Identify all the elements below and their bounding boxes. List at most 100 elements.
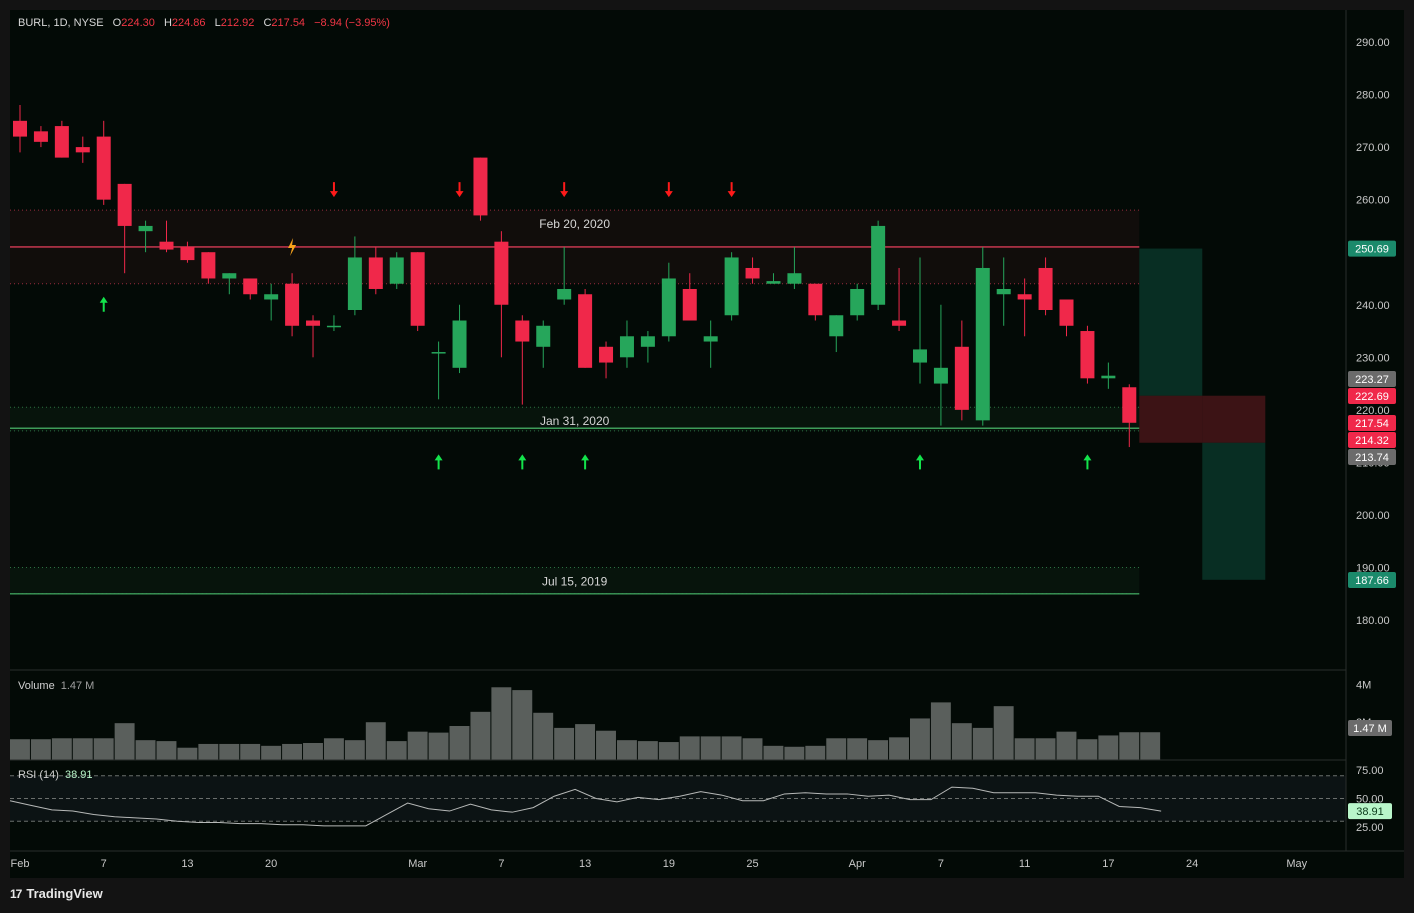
candle <box>850 283 865 321</box>
sell-arrow-icon <box>329 182 338 198</box>
buy-arrow-icon <box>581 454 590 470</box>
candle <box>829 315 844 353</box>
candle-body <box>264 294 279 300</box>
candle-body <box>347 257 362 311</box>
candle-body <box>1038 267 1053 311</box>
candle-body <box>912 349 927 363</box>
time-tick-label: 19 <box>663 858 675 870</box>
price-tick-label: 190.00 <box>1356 563 1390 575</box>
time-tick-label: Feb <box>11 858 30 870</box>
candle <box>766 273 781 284</box>
volume-bar <box>240 743 261 760</box>
candle-body <box>159 241 174 250</box>
volume-bar <box>575 724 596 760</box>
time-tick-label: 13 <box>579 858 591 870</box>
volume-bar <box>742 738 763 760</box>
volume-value: 1.47 M <box>60 680 95 692</box>
price-tag-text: 217.54 <box>1355 418 1389 430</box>
candle <box>326 315 341 332</box>
price-tag-bg <box>1348 415 1396 431</box>
candle <box>75 136 90 163</box>
candle <box>871 220 886 311</box>
time-tick-label: 7 <box>101 858 107 870</box>
price-tick-label: 240.00 <box>1356 300 1390 312</box>
price-tag: 223.27 <box>1348 371 1396 387</box>
arrow-head <box>99 296 108 303</box>
volume-bar <box>972 727 993 760</box>
buy-arrow-icon <box>915 454 924 470</box>
chart-area[interactable] <box>10 10 1404 878</box>
price-tick-label: 180.00 <box>1356 615 1390 627</box>
volume-last-tag: 1.47 M <box>1348 720 1392 736</box>
candle <box>682 273 697 321</box>
rsi-title: RSI (14) <box>18 769 59 781</box>
symbol-header[interactable]: BURL, 1D, NYSE O224.30 H224.86 L212.92 C… <box>18 17 396 29</box>
volume-bar <box>554 727 575 760</box>
price-tag-text: 214.32 <box>1355 435 1389 447</box>
zone-label: Jul 15, 2019 <box>542 575 608 589</box>
rsi-pane-title[interactable]: RSI (14) 38.91 <box>18 769 93 781</box>
volume-bar <box>365 722 386 760</box>
candle-body <box>201 252 216 279</box>
volume-bar <box>93 738 114 760</box>
candle-body <box>933 367 948 384</box>
arrow-head <box>581 454 590 461</box>
axes-layer[interactable]: 290.00280.00270.00260.00250.00240.00230.… <box>10 10 1404 870</box>
candle-body <box>243 278 258 295</box>
rsi-line <box>9 786 1162 827</box>
candle-body <box>389 257 404 284</box>
candle <box>912 257 927 384</box>
rsi-last-tag: 38.91 <box>1348 803 1392 820</box>
close-value: 217.54 <box>271 17 306 29</box>
short-stop-zone <box>1202 395 1266 443</box>
volume-pane-title[interactable]: Volume 1.47 M <box>18 680 94 692</box>
tradingview-logo[interactable]: 17 TradingView <box>10 886 103 901</box>
volume-bar <box>679 736 700 760</box>
candle-body <box>871 225 886 305</box>
sell-arrow-icon <box>664 182 673 198</box>
candle-body <box>745 267 760 279</box>
position-tool[interactable] <box>1139 248 1266 580</box>
candle <box>54 120 69 158</box>
candle-body <box>1080 331 1095 379</box>
volume-bar <box>30 739 51 760</box>
price-tag-bg <box>1348 240 1396 257</box>
candle <box>243 278 258 300</box>
candle <box>410 252 425 332</box>
candle <box>368 246 383 295</box>
candle <box>892 267 907 332</box>
symbol-label[interactable]: BURL, 1D, NYSE <box>18 17 104 29</box>
rsi-tick-label: 75.00 <box>1356 765 1384 777</box>
price-tag: 250.69 <box>1348 240 1396 257</box>
candle-body <box>326 325 341 328</box>
candle-body <box>1059 299 1074 326</box>
volume-bar <box>1119 732 1140 760</box>
volume-bar <box>805 745 826 760</box>
price-tag: 214.32 <box>1348 432 1396 448</box>
high-value: 224.86 <box>171 17 206 29</box>
price-tag-bg <box>1348 449 1396 465</box>
candle-body <box>494 241 509 305</box>
candle-body <box>368 257 383 289</box>
buy-arrow-icon <box>434 454 443 470</box>
volume-bar <box>282 743 303 760</box>
candle <box>1101 362 1116 389</box>
sell-arrow-icon <box>727 182 736 198</box>
open-value: 224.30 <box>121 17 155 29</box>
arrow-head <box>434 454 443 461</box>
candle <box>264 283 279 321</box>
high-label: H <box>163 17 172 29</box>
volume-tag-bg <box>1348 720 1392 736</box>
candle-body <box>410 252 425 326</box>
price-tag-bg <box>1348 432 1396 448</box>
volume-tick-label: 4M <box>1356 679 1371 691</box>
volume-bar <box>616 740 637 760</box>
time-tick-label: 25 <box>746 858 758 870</box>
candle-body <box>431 352 446 354</box>
price-tick-label: 200.00 <box>1356 510 1390 522</box>
arrow-head <box>518 454 527 461</box>
candle <box>452 304 467 374</box>
volume-bar <box>156 741 177 760</box>
sell-arrow-icon <box>455 182 464 198</box>
